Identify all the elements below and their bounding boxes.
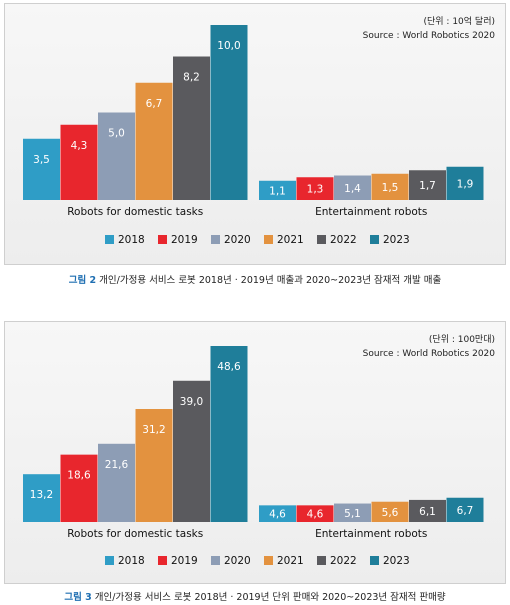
legend-swatch-2022	[317, 235, 326, 244]
bar-2019-entertainment	[296, 177, 334, 200]
unit-note: (단위 : 100만대)	[428, 335, 495, 345]
source-note: Source : World Robotics 2020	[362, 349, 495, 359]
figure-caption-2: 그림 2 개인/가정용 서비스 로봇 2018년 · 2019년 매출과 202…	[0, 272, 510, 286]
bar-2021-entertainment	[371, 173, 409, 200]
chart-panel-units: (단위 : 100만대) Source : World Robotics 202…	[4, 321, 506, 584]
bar-chart-units: 13,2 18,6 21,6 31,2 39,0 48,6 Robots for domes…	[23, 346, 484, 567]
legend-swatch-2023	[370, 556, 379, 565]
bar-2022-domestic	[173, 56, 210, 200]
legend-swatch-2020	[211, 556, 220, 565]
category-label: Robots for domestic tasks	[67, 206, 203, 218]
bar-2021-domestic	[135, 409, 173, 522]
legend-label-2023: 2023	[383, 555, 410, 567]
data-label: 13,2	[30, 489, 53, 501]
bar-2020-entertainment	[334, 175, 371, 200]
bar-2021-domestic	[135, 82, 173, 200]
legend-label-2023: 2023	[383, 234, 410, 246]
bar-2022-entertainment	[409, 499, 446, 522]
data-label: 4,6	[269, 509, 286, 521]
legend-label-2021: 2021	[277, 555, 304, 567]
legend-swatch-2020	[211, 235, 220, 244]
data-label: 6,7	[457, 505, 474, 517]
legend-label-2020: 2020	[224, 234, 251, 246]
legend-label-2021: 2021	[277, 234, 304, 246]
bar-2020-domestic	[98, 112, 135, 200]
source-note: Source : World Robotics 2020	[362, 31, 495, 41]
caption-text: 개인/가정용 서비스 로봇 2018년 · 2019년 매출과 2020~202…	[99, 275, 442, 286]
legend-label-2020: 2020	[224, 555, 251, 567]
bar-2023-entertainment	[446, 166, 484, 200]
data-label: 5,0	[108, 128, 125, 140]
bar-2018-entertainment	[259, 180, 296, 200]
legend-swatch-2021	[264, 556, 273, 565]
category-label: Robots for domestic tasks	[67, 528, 203, 540]
data-label: 5,6	[382, 507, 399, 519]
legend-label-2018: 2018	[118, 555, 145, 567]
data-label: 4,3	[71, 140, 88, 152]
data-label: 5,1	[344, 508, 361, 520]
bar-chart-sales: 3,5 4,3 5,0 6,7 8,2 10,0 Robots for domestic t…	[23, 25, 484, 246]
data-label: 1,3	[307, 184, 324, 196]
data-label: 6,7	[146, 98, 163, 110]
bar-2023-domestic	[210, 346, 248, 522]
legend-swatch-2022	[317, 556, 326, 565]
data-label: 21,6	[105, 459, 129, 471]
data-label: 18,6	[67, 470, 91, 482]
bar-2020-domestic	[98, 443, 135, 522]
data-label: 4,6	[307, 509, 324, 521]
category-label: Entertainment robots	[315, 206, 427, 218]
data-label: 1,4	[344, 183, 361, 195]
bar-2019-entertainment	[296, 505, 334, 522]
bar-2018-entertainment	[259, 505, 296, 522]
data-label: 1,5	[382, 182, 399, 194]
caption-label: 그림 3	[64, 592, 92, 603]
legend-label-2022: 2022	[330, 555, 357, 567]
data-label: 3,5	[33, 154, 50, 166]
caption-text: 개인/가정용 서비스 로봇 2018년 · 2019년 단위 판매와 2020~…	[94, 592, 446, 603]
legend-swatch-2019	[158, 556, 167, 565]
legend-swatch-2018	[105, 556, 114, 565]
data-label: 1,7	[419, 180, 436, 192]
bar-2023-domestic	[210, 25, 248, 200]
legend-label-2019: 2019	[171, 234, 198, 246]
data-label: 39,0	[180, 396, 203, 408]
bar-2019-domestic	[60, 124, 98, 200]
data-label: 8,2	[183, 72, 200, 84]
bar-2019-domestic	[60, 454, 98, 522]
legend-swatch-2021	[264, 235, 273, 244]
legend-swatch-2023	[370, 235, 379, 244]
unit-note: (단위 : 10억 달러)	[423, 17, 496, 27]
data-label: 10,0	[217, 40, 240, 52]
legend-label-2019: 2019	[171, 555, 198, 567]
bar-2022-domestic	[173, 380, 210, 522]
legend-swatch-2019	[158, 235, 167, 244]
data-label: 31,2	[142, 424, 165, 436]
legend-label-2018: 2018	[118, 234, 145, 246]
figure-caption-3: 그림 3 개인/가정용 서비스 로봇 2018년 · 2019년 단위 판매와 …	[0, 589, 510, 603]
bar-2018-domestic	[23, 474, 60, 522]
data-label: 6,1	[419, 506, 436, 518]
bar-2022-entertainment	[409, 170, 446, 200]
bar-2020-entertainment	[334, 503, 371, 522]
legend-label-2022: 2022	[330, 234, 357, 246]
chart-panel-sales: (단위 : 10억 달러) Source : World Robotics 20…	[4, 3, 506, 265]
bar-2023-entertainment	[446, 497, 484, 522]
category-label: Entertainment robots	[315, 528, 427, 540]
bar-2018-domestic	[23, 138, 60, 200]
data-label: 48,6	[217, 361, 241, 373]
data-label: 1,9	[457, 178, 474, 190]
data-label: 1,1	[269, 185, 286, 197]
legend-swatch-2018	[105, 235, 114, 244]
caption-label: 그림 2	[68, 275, 97, 286]
bar-2021-entertainment	[371, 501, 409, 522]
